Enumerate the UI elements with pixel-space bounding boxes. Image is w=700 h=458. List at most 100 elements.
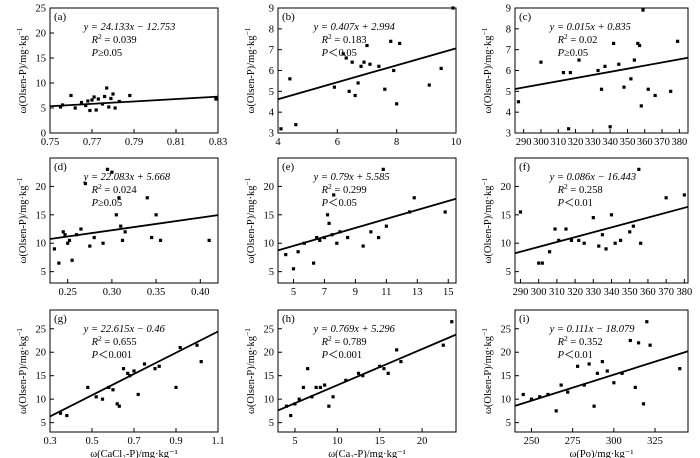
data-point [451,6,455,10]
x-tick-label: 300 [606,436,622,447]
panel-label: (i) [519,313,530,325]
y-tick-label: 6 [269,66,274,77]
data-point [591,216,595,220]
p-value: P≥0.05 [91,48,123,59]
data-point [145,196,149,200]
x-tick-label: 0.79 [125,137,143,148]
data-point [407,210,412,214]
y-tick-label: 10 [36,239,47,250]
data-point [92,95,96,99]
x-tick-label: 10 [451,137,462,148]
data-point [353,93,357,98]
x-tick-label: 0.81 [167,137,185,148]
regression-equation: y = 0.015x + 0.835 [549,22,631,33]
data-point [284,404,289,408]
data-point [648,343,652,347]
data-point [637,43,642,48]
x-tick-label: 380 [676,287,692,298]
data-point [538,395,542,399]
data-point [548,250,552,254]
y-tick-label: 8 [506,24,511,35]
x-tick-label: 0.75 [41,137,59,148]
data-point [582,241,586,245]
x-tick-label: 20 [417,436,428,447]
data-point [356,371,361,375]
x-axis-label: ω(Ca₂-P)/mg·kg⁻¹ [328,449,406,458]
data-point [332,85,336,89]
data-point [568,70,572,75]
data-point [61,230,65,234]
data-point [392,68,396,73]
x-tick-label: 340 [602,137,618,148]
data-point [306,367,310,371]
p-value: P＜0.05 [321,48,357,59]
data-point [195,343,199,347]
x-tick-label: 5 [291,287,296,298]
r-squared: R2 = 0.258 [557,182,603,196]
data-point [199,360,203,364]
data-point [174,385,178,390]
data-point [537,261,541,265]
data-point [557,238,561,242]
x-tick-label: 0.3 [43,436,56,447]
y-tick-label: 9 [506,4,511,15]
y-tick-label: 10 [501,395,512,406]
data-point [582,383,586,387]
y-tick-label: 20 [36,182,47,193]
plot-frame [277,309,457,433]
x-tick-label: 6 [335,137,340,148]
y-tick-label: 15 [501,371,512,382]
data-point [546,392,550,397]
p-value: P＜0.001 [91,350,133,361]
data-point [398,41,402,46]
data-point [427,83,431,87]
data-point [368,62,372,66]
x-tick-label: 290 [516,137,532,148]
data-point [84,103,88,108]
data-point [450,320,454,324]
data-point [284,252,288,257]
y-tick-label: 5 [269,418,274,429]
data-point [126,371,130,375]
y-tick-label: 5 [269,87,274,98]
x-tick-label: 11 [381,287,391,298]
r-squared: R2 = 0.655 [91,334,137,348]
data-point [631,224,635,228]
data-point [327,221,331,225]
data-point [369,230,373,234]
data-point [567,127,571,131]
y-tick-label: 5 [269,267,274,278]
data-point [158,238,163,242]
data-point [600,360,604,364]
panel-label: (a) [54,11,67,23]
data-point [115,402,119,406]
data-point [350,60,354,64]
data-point [441,343,445,347]
data-point [107,385,111,390]
data-point [566,390,570,394]
data-point [564,227,568,231]
data-point [153,367,157,371]
regression-line [49,330,219,418]
r-squared: R2 = 0.039 [91,32,137,46]
data-point [323,383,327,387]
regression-equation: y = 24.133x − 12.753 [83,22,176,33]
panel-c: 290 300 310 320 330 340 350 360 370 380 3 4 5 6 7 8 9 ω(O… [480,4,689,148]
data-point [63,233,67,237]
data-point [389,39,393,43]
x-tick-label: 380 [671,137,687,148]
x-tick-label: 15 [443,287,454,298]
data-point [347,89,351,93]
p-value: P＜0.01 [557,350,593,361]
data-point [65,413,69,418]
data-point [128,93,132,98]
r-squared: R2 = 0.02 [557,32,598,46]
y-tick-label: 10 [264,395,275,406]
data-point [109,96,113,101]
plot-frame [514,157,689,284]
data-point [636,41,640,46]
regression-line [277,47,457,101]
regression-equation: y = 22.615x − 0.46 [83,324,166,335]
x-tick-label: 8 [394,137,399,148]
